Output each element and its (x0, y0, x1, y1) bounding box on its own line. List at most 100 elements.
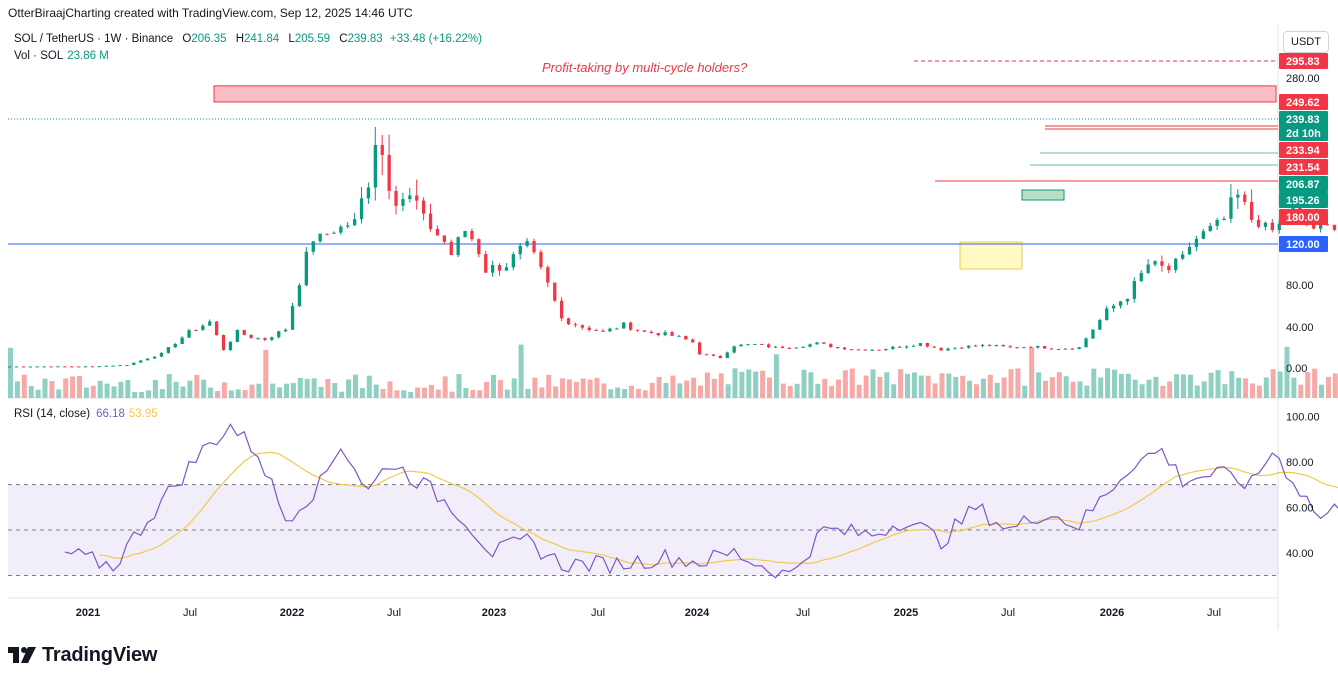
candle-body (1022, 347, 1026, 349)
price-tick-label: 40.00 (1286, 322, 1314, 334)
volume-bar (228, 390, 234, 398)
volume-bar (49, 381, 55, 398)
volume-bar (270, 383, 276, 398)
candle-body (290, 306, 295, 330)
rsi-pane[interactable] (8, 423, 1338, 579)
candle-body (677, 335, 681, 337)
symbol-name[interactable]: SOL / TetherUS · 1W · Binance (14, 33, 174, 45)
candle-body (270, 337, 274, 340)
candle-body (1263, 222, 1268, 227)
volume-bar (822, 378, 828, 398)
time-tick-label: Jul (591, 607, 605, 619)
volume-bar (477, 390, 483, 398)
volume-bar (974, 384, 979, 398)
candle-body (221, 335, 226, 351)
candle-body (1063, 348, 1067, 350)
volume-legend[interactable]: Vol · SOL 23.86 M (14, 50, 109, 62)
candle-body (159, 352, 164, 357)
volume-label[interactable]: Vol · SOL (14, 50, 64, 62)
volume-bar (925, 375, 931, 398)
volume-bar (1270, 369, 1276, 398)
volume-bar (1243, 378, 1249, 398)
candle-body (215, 321, 219, 336)
volume-bar (97, 380, 103, 398)
candle-body (1001, 345, 1005, 347)
candle-body (408, 195, 412, 200)
volume-bar (1070, 381, 1076, 398)
candle-body (118, 365, 122, 367)
price-axis[interactable]: 280.00 80.00 40.00 0.00 100.00 80.00 60.00 40.0… (1286, 73, 1320, 560)
volume-bar (83, 387, 89, 398)
candle-body (1270, 222, 1274, 231)
price-tick-label: 80.00 (1286, 280, 1314, 292)
candle-body (918, 343, 923, 346)
candle-body (1077, 347, 1081, 349)
volume-bar (1063, 376, 1069, 398)
candle-body (146, 358, 150, 361)
candle-body (470, 230, 474, 240)
candle-body (842, 347, 847, 350)
candle-body (70, 366, 74, 368)
candle-body (325, 233, 329, 235)
volume-bar (670, 375, 676, 398)
volume-bar (856, 384, 862, 398)
volume-bar (242, 389, 248, 398)
volume-bar (918, 375, 924, 398)
volume-bar (90, 385, 96, 398)
candle-body (42, 366, 46, 368)
candle-body (1332, 224, 1337, 230)
candle-body (242, 330, 246, 335)
candle-body (691, 339, 695, 343)
tradingview-brand[interactable]: TradingView (8, 644, 157, 667)
volume-bar (187, 380, 193, 398)
symbol-legend[interactable]: SOL / TetherUS · 1W · Binance O206.35 H2… (14, 33, 482, 45)
volume-bar (608, 389, 614, 398)
volume-bar (504, 389, 510, 398)
candle-body (539, 252, 543, 268)
tradingview-logo-icon (8, 647, 36, 663)
candle-body (401, 199, 405, 206)
volume-bar (104, 383, 110, 398)
candle-body (456, 237, 460, 256)
candle-body (97, 366, 101, 368)
volume-bar (1215, 370, 1221, 398)
time-axis[interactable]: 2021 Jul 2022 Jul 2023 Jul 2024 Jul 2025 Jul 2026 J… (76, 607, 1221, 619)
volume-bar (125, 380, 131, 398)
candle-body (856, 349, 860, 351)
candle-body (1098, 319, 1102, 330)
rsi-legend[interactable]: RSI (14, close) 66.18 53.95 (14, 408, 158, 420)
volume-bar (173, 381, 179, 398)
volume-bar (139, 391, 145, 398)
candlestick-series[interactable] (8, 61, 1338, 368)
candle-body (1243, 194, 1247, 202)
candle-body (1312, 223, 1316, 229)
candle-body (780, 346, 785, 348)
chart-caption: OtterBiraajCharting created with Trading… (8, 6, 413, 20)
rsi-label[interactable]: RSI (14, close) (14, 408, 91, 420)
change-value: +33.48 (+16.22%) (389, 33, 482, 45)
candle-body (111, 365, 115, 367)
candle-body (339, 226, 343, 233)
price-tag-label: 180.00 (1286, 212, 1320, 224)
low-value: 205.59 (294, 33, 330, 45)
candle-body (760, 343, 764, 345)
price-tag-bg (1279, 111, 1328, 127)
candle-body (277, 331, 281, 338)
volume-bar (263, 349, 269, 398)
currency-selector[interactable]: USDT (1283, 31, 1329, 53)
volume-value: 23.86 M (67, 50, 109, 62)
price-tag-label: 206.87 (1286, 179, 1320, 191)
candle-body (767, 344, 771, 348)
volume-bar (1091, 368, 1097, 398)
candle-body (601, 330, 605, 332)
candle-body (194, 330, 198, 332)
candle-body (511, 254, 515, 268)
volume-bar (132, 391, 138, 398)
volume-bar (428, 384, 434, 398)
volume-bar (677, 383, 683, 398)
volume-bar (401, 390, 407, 398)
volume-bar (56, 389, 62, 398)
time-tick-label: 2024 (685, 607, 710, 619)
volume-bar (380, 388, 386, 398)
